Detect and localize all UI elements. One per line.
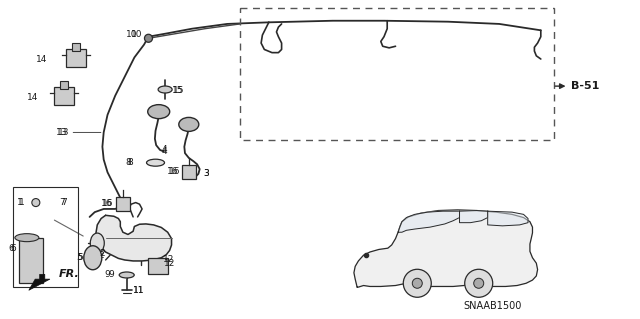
Bar (240, 8, 554, 140)
Circle shape (465, 269, 493, 297)
Text: 16: 16 (169, 167, 180, 176)
Polygon shape (354, 210, 538, 287)
Text: 13: 13 (56, 128, 67, 137)
Text: 14: 14 (27, 93, 38, 102)
Text: 6: 6 (10, 244, 16, 253)
Polygon shape (398, 211, 460, 232)
Text: 11: 11 (133, 286, 145, 295)
Polygon shape (488, 211, 528, 226)
Ellipse shape (148, 105, 170, 119)
Polygon shape (460, 211, 488, 223)
Text: SNAAB1500: SNAAB1500 (463, 301, 522, 311)
Text: 5: 5 (76, 253, 82, 262)
Polygon shape (29, 274, 50, 290)
Bar (116, 197, 130, 211)
Text: 15: 15 (173, 86, 184, 95)
Ellipse shape (90, 233, 104, 253)
Text: 1: 1 (19, 198, 24, 207)
Polygon shape (96, 215, 172, 261)
Text: 14: 14 (61, 93, 73, 102)
Text: 16: 16 (101, 199, 113, 208)
Text: 4: 4 (161, 147, 167, 156)
Text: 9: 9 (104, 271, 110, 279)
Circle shape (474, 278, 484, 288)
Bar (72, 43, 79, 51)
Text: 16: 16 (102, 199, 114, 208)
Text: 4: 4 (161, 145, 167, 154)
Bar (54, 87, 74, 105)
Text: 2: 2 (99, 251, 104, 260)
Ellipse shape (32, 198, 40, 207)
Text: 11: 11 (133, 286, 145, 295)
Bar (182, 165, 196, 179)
Text: 16: 16 (167, 167, 179, 176)
Text: 14: 14 (36, 55, 47, 63)
Bar (60, 81, 68, 89)
Text: FR.: FR. (59, 269, 79, 279)
Text: 2: 2 (100, 249, 106, 258)
Circle shape (403, 269, 431, 297)
Ellipse shape (84, 246, 102, 270)
Text: 3: 3 (204, 169, 209, 178)
Ellipse shape (158, 86, 172, 93)
Bar (148, 258, 168, 274)
Ellipse shape (179, 117, 199, 131)
Text: 10: 10 (131, 30, 142, 39)
Text: 10: 10 (126, 30, 138, 39)
Text: 15: 15 (172, 86, 183, 95)
Ellipse shape (145, 34, 152, 42)
Text: 14: 14 (74, 55, 85, 63)
Text: 5: 5 (77, 253, 83, 262)
Ellipse shape (119, 272, 134, 278)
Text: 8: 8 (125, 158, 131, 167)
Text: 6: 6 (8, 244, 14, 253)
Ellipse shape (15, 234, 39, 242)
Circle shape (412, 278, 422, 288)
Text: 9: 9 (108, 271, 114, 279)
Text: 3: 3 (204, 169, 209, 178)
Bar (65, 49, 86, 67)
Bar (13, 187, 78, 286)
Text: 8: 8 (127, 158, 133, 167)
Text: 7: 7 (61, 198, 67, 207)
Text: 13: 13 (58, 128, 69, 137)
Text: 12: 12 (164, 259, 175, 268)
Text: 1: 1 (17, 198, 22, 207)
Ellipse shape (147, 159, 164, 166)
Text: B-51: B-51 (572, 81, 600, 91)
Text: 7: 7 (59, 198, 65, 207)
Text: 12: 12 (163, 256, 175, 264)
Bar (19, 238, 44, 283)
